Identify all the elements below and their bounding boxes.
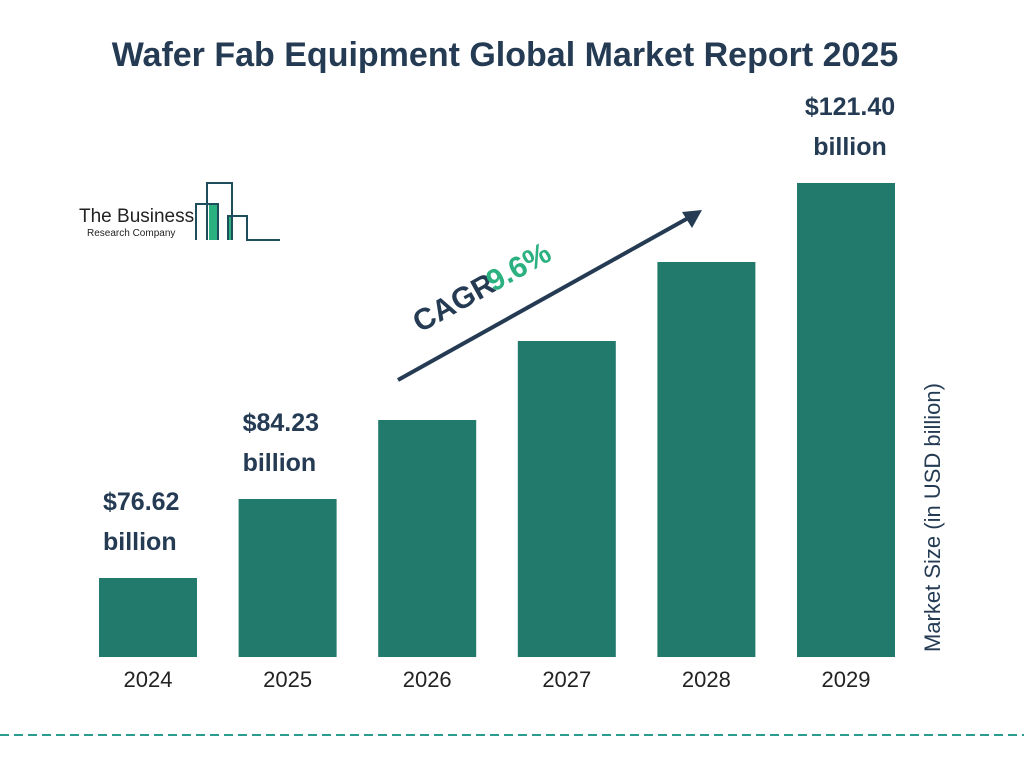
logo-line1: The Business [79,206,194,227]
logo: The Business Research Company [79,182,280,241]
x-tick-label: 2024 [124,667,173,692]
x-tick-label: 2027 [542,667,591,692]
bar-2026 [378,420,477,657]
data-label: $76.62 [103,488,179,516]
data-label: $121.40 [805,93,895,121]
bar-2025 [238,499,337,657]
bar-2029 [797,183,895,657]
cagr-value: 9.6% [481,236,557,298]
bar-2027 [517,341,616,657]
x-tick-label: 2028 [682,667,731,692]
x-tick-label: 2029 [822,667,871,692]
x-tick-label: 2025 [263,667,312,692]
cagr-arrowhead [682,210,702,228]
bar-2024 [99,578,197,657]
bar-2028 [657,262,756,657]
data-label: billion [813,133,887,161]
x-tick-label: 2026 [403,667,452,692]
cagr-arrow [397,215,691,382]
logo-line2: Research Company [87,228,175,239]
data-label: billion [243,449,317,477]
data-label: billion [103,528,177,556]
chart-title: Wafer Fab Equipment Global Market Report… [111,36,899,74]
data-label: $84.23 [243,409,319,437]
y-axis-label: Market Size (in USD billion) [920,383,945,652]
